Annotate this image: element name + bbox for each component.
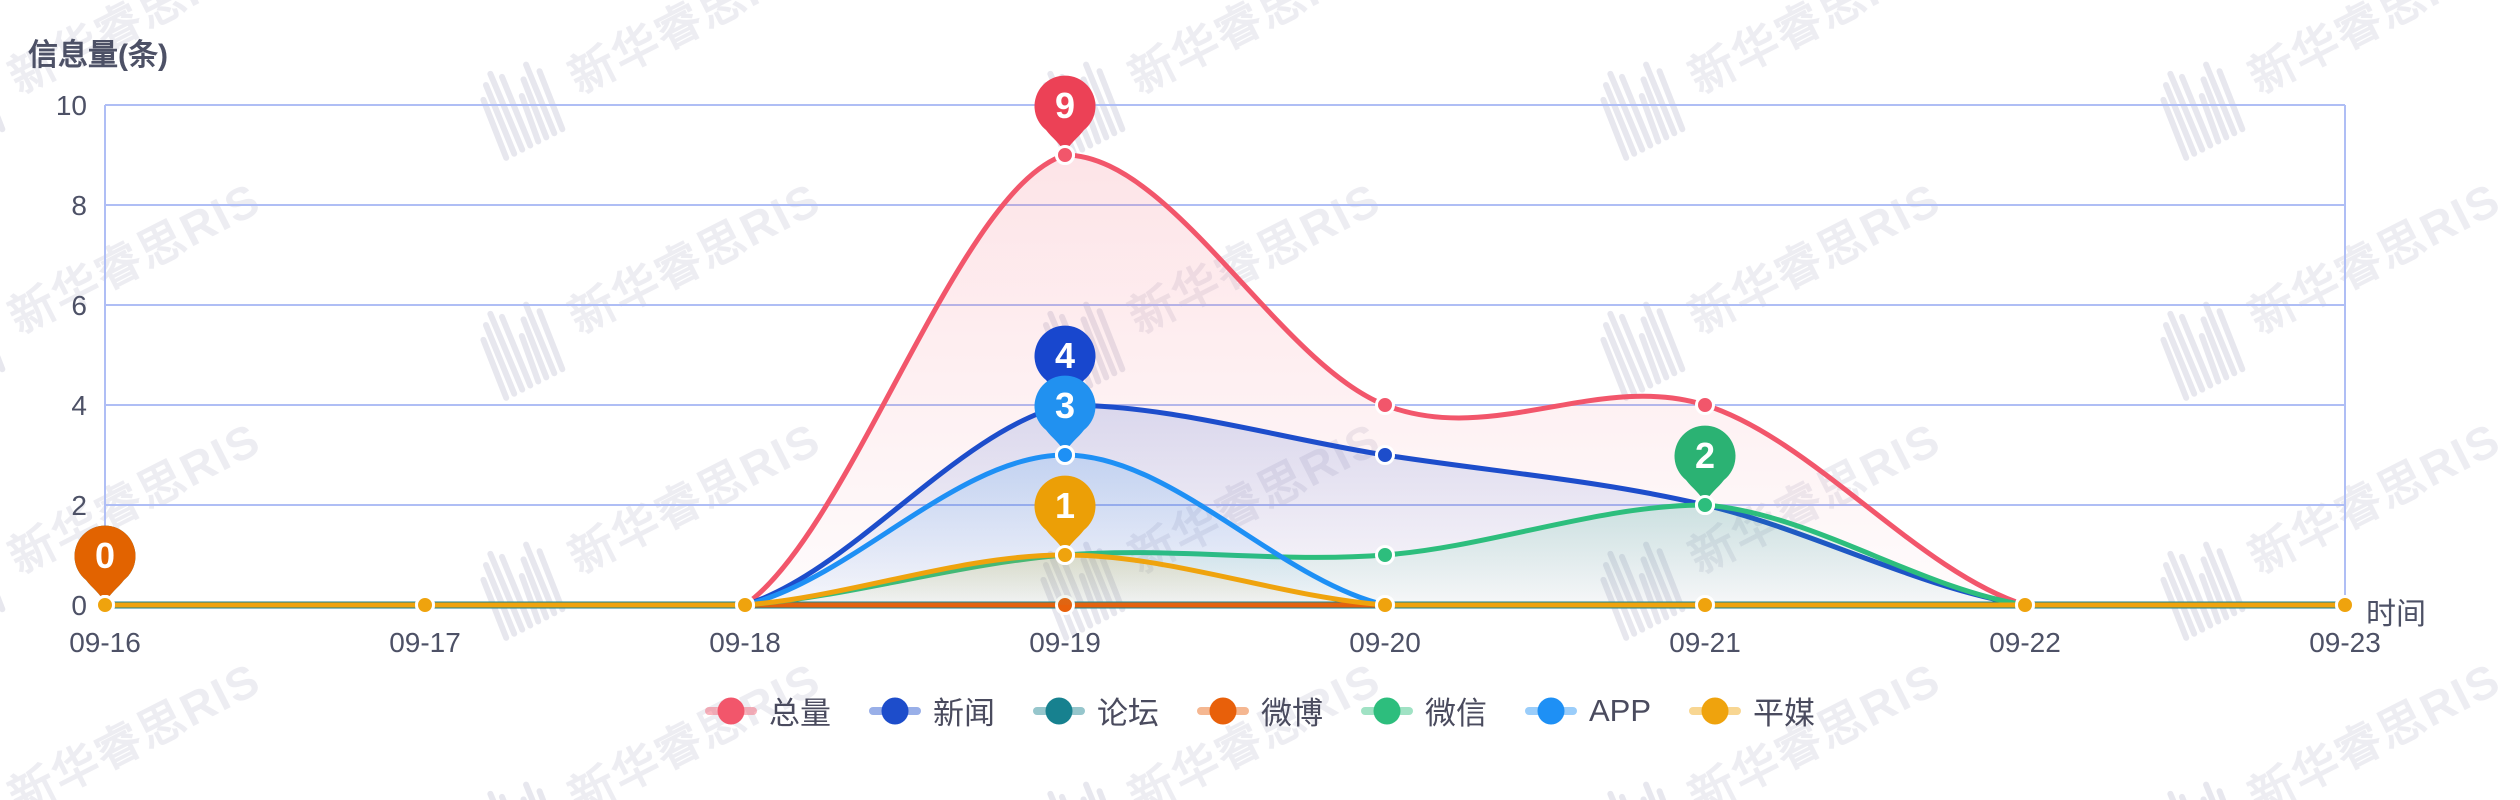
- series-area-app: [105, 455, 2345, 605]
- legend-item-app[interactable]: APP: [1524, 692, 1652, 729]
- series-area-print: [105, 555, 2345, 605]
- series-dot-print-09-23[interactable]: [2335, 595, 2355, 615]
- y-tick-label-8: 8: [71, 190, 87, 221]
- pin-shape-wechat: [1674, 425, 1736, 503]
- pin-value-wechat: 2: [1695, 435, 1715, 476]
- legend-label-print: 平媒: [1753, 696, 1816, 731]
- series-dot-total-09-21[interactable]: [1695, 395, 1715, 415]
- x-tick-label-09-17: 09-17: [389, 627, 461, 658]
- legend: 总量 新闻 论坛 微博 微信 APP 平媒: [0, 688, 2520, 733]
- series-dot-print-09-17[interactable]: [415, 595, 435, 615]
- series-dot-print-09-18[interactable]: [735, 595, 755, 615]
- legend-item-total[interactable]: 总量: [704, 688, 831, 733]
- pin-anchor-dot-wechat: [1695, 495, 1715, 515]
- x-tick-label-09-16: 09-16: [69, 627, 141, 658]
- series-dot-news-09-20[interactable]: [1375, 445, 1395, 465]
- legend-item-print[interactable]: 平媒: [1689, 688, 1815, 733]
- max-pin-total[interactable]: 9: [1034, 75, 1096, 165]
- series-dot-print-09-22[interactable]: [2015, 595, 2035, 615]
- x-tick-label-09-21: 09-21: [1669, 627, 1741, 658]
- legend-label-app: APP: [1588, 692, 1652, 728]
- x-tick-label-09-18: 09-18: [709, 627, 781, 658]
- y-tick-label-6: 6: [71, 290, 87, 321]
- x-tick-label-09-23: 09-23: [2309, 627, 2381, 658]
- legend-label-forum: 论坛: [1096, 696, 1159, 731]
- legend-item-weibo[interactable]: 微博: [1196, 688, 1323, 733]
- legend-line-dot-icon: [1032, 696, 1085, 726]
- series-dot-total-09-20[interactable]: [1375, 395, 1395, 415]
- legend-line-dot-icon: [1689, 696, 1742, 726]
- x-tick-label-09-22: 09-22: [1989, 627, 2061, 658]
- x-tick-label-09-19: 09-19: [1029, 627, 1101, 658]
- max-pin-wechat[interactable]: 2: [1674, 425, 1736, 515]
- y-tick-label-4: 4: [71, 390, 87, 421]
- legend-line-dot-icon: [704, 696, 757, 726]
- y-tick-label-2: 2: [71, 490, 87, 521]
- legend-line-dot-icon: [1360, 696, 1413, 726]
- series-dot-wechat-09-20[interactable]: [1375, 545, 1395, 565]
- series-dot-print-09-20[interactable]: [1375, 595, 1395, 615]
- y-tick-label-10: 10: [56, 90, 87, 121]
- series-dot-print-09-16[interactable]: [95, 595, 115, 615]
- legend-item-wechat[interactable]: 微信: [1360, 688, 1487, 733]
- pin-shape-print: [1034, 475, 1096, 553]
- y-tick-label-0: 0: [71, 590, 87, 621]
- y-axis-title: 信息量(条): [28, 39, 168, 72]
- x-tick-label-09-20: 09-20: [1349, 627, 1421, 658]
- series-line-print: [102, 552, 2348, 608]
- series-dot-print-09-21[interactable]: [1695, 595, 1715, 615]
- legend-label-total: 总量: [768, 696, 831, 731]
- pin-anchor-dot-total: [1055, 145, 1075, 165]
- x-axis-title: 时间: [2366, 598, 2426, 631]
- legend-line-dot-icon: [1524, 696, 1577, 726]
- legend-label-news: 新闻: [932, 696, 995, 731]
- legend-label-wechat: 微信: [1424, 696, 1487, 731]
- pin-value-total: 9: [1055, 85, 1075, 126]
- pin-value-app: 3: [1055, 385, 1075, 426]
- pin-anchor-dot-app: [1055, 445, 1075, 465]
- legend-item-forum[interactable]: 论坛: [1032, 688, 1159, 733]
- pin-anchor-dot-print: [1055, 545, 1075, 565]
- pin-value-print: 1: [1055, 485, 1075, 526]
- series-area-total: [105, 155, 2345, 605]
- legend-line-dot-icon: [1196, 696, 1249, 726]
- legend-item-news[interactable]: 新闻: [868, 688, 995, 733]
- legend-label-weibo: 微博: [1260, 696, 1323, 731]
- pin-value-weibo: 0: [95, 535, 115, 576]
- pin-shape-weibo: [74, 525, 136, 603]
- legend-line-dot-icon: [868, 696, 921, 726]
- pin-value-news: 4: [1055, 335, 1075, 376]
